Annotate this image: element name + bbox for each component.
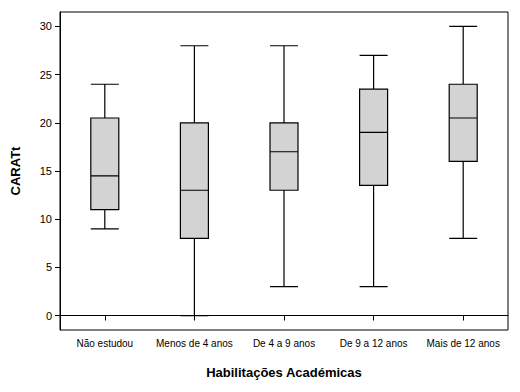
svg-text:25: 25 (40, 69, 52, 81)
svg-text:De 4 a 9 anos: De 4 a 9 anos (253, 338, 315, 349)
svg-text:5: 5 (46, 261, 52, 273)
svg-text:Não estudou: Não estudou (76, 338, 133, 349)
svg-text:0: 0 (46, 310, 52, 322)
svg-text:Habilitações Académicas: Habilitações Académicas (206, 365, 362, 380)
svg-text:10: 10 (40, 213, 52, 225)
svg-text:De 9 a 12 anos: De 9 a 12 anos (340, 338, 408, 349)
svg-text:CARATt: CARATt (8, 146, 23, 196)
svg-text:20: 20 (40, 117, 52, 129)
svg-text:Mais de 12 anos: Mais de 12 anos (427, 338, 500, 349)
svg-text:15: 15 (40, 165, 52, 177)
svg-text:Menos de 4 anos: Menos de 4 anos (156, 338, 233, 349)
svg-text:30: 30 (40, 20, 52, 32)
